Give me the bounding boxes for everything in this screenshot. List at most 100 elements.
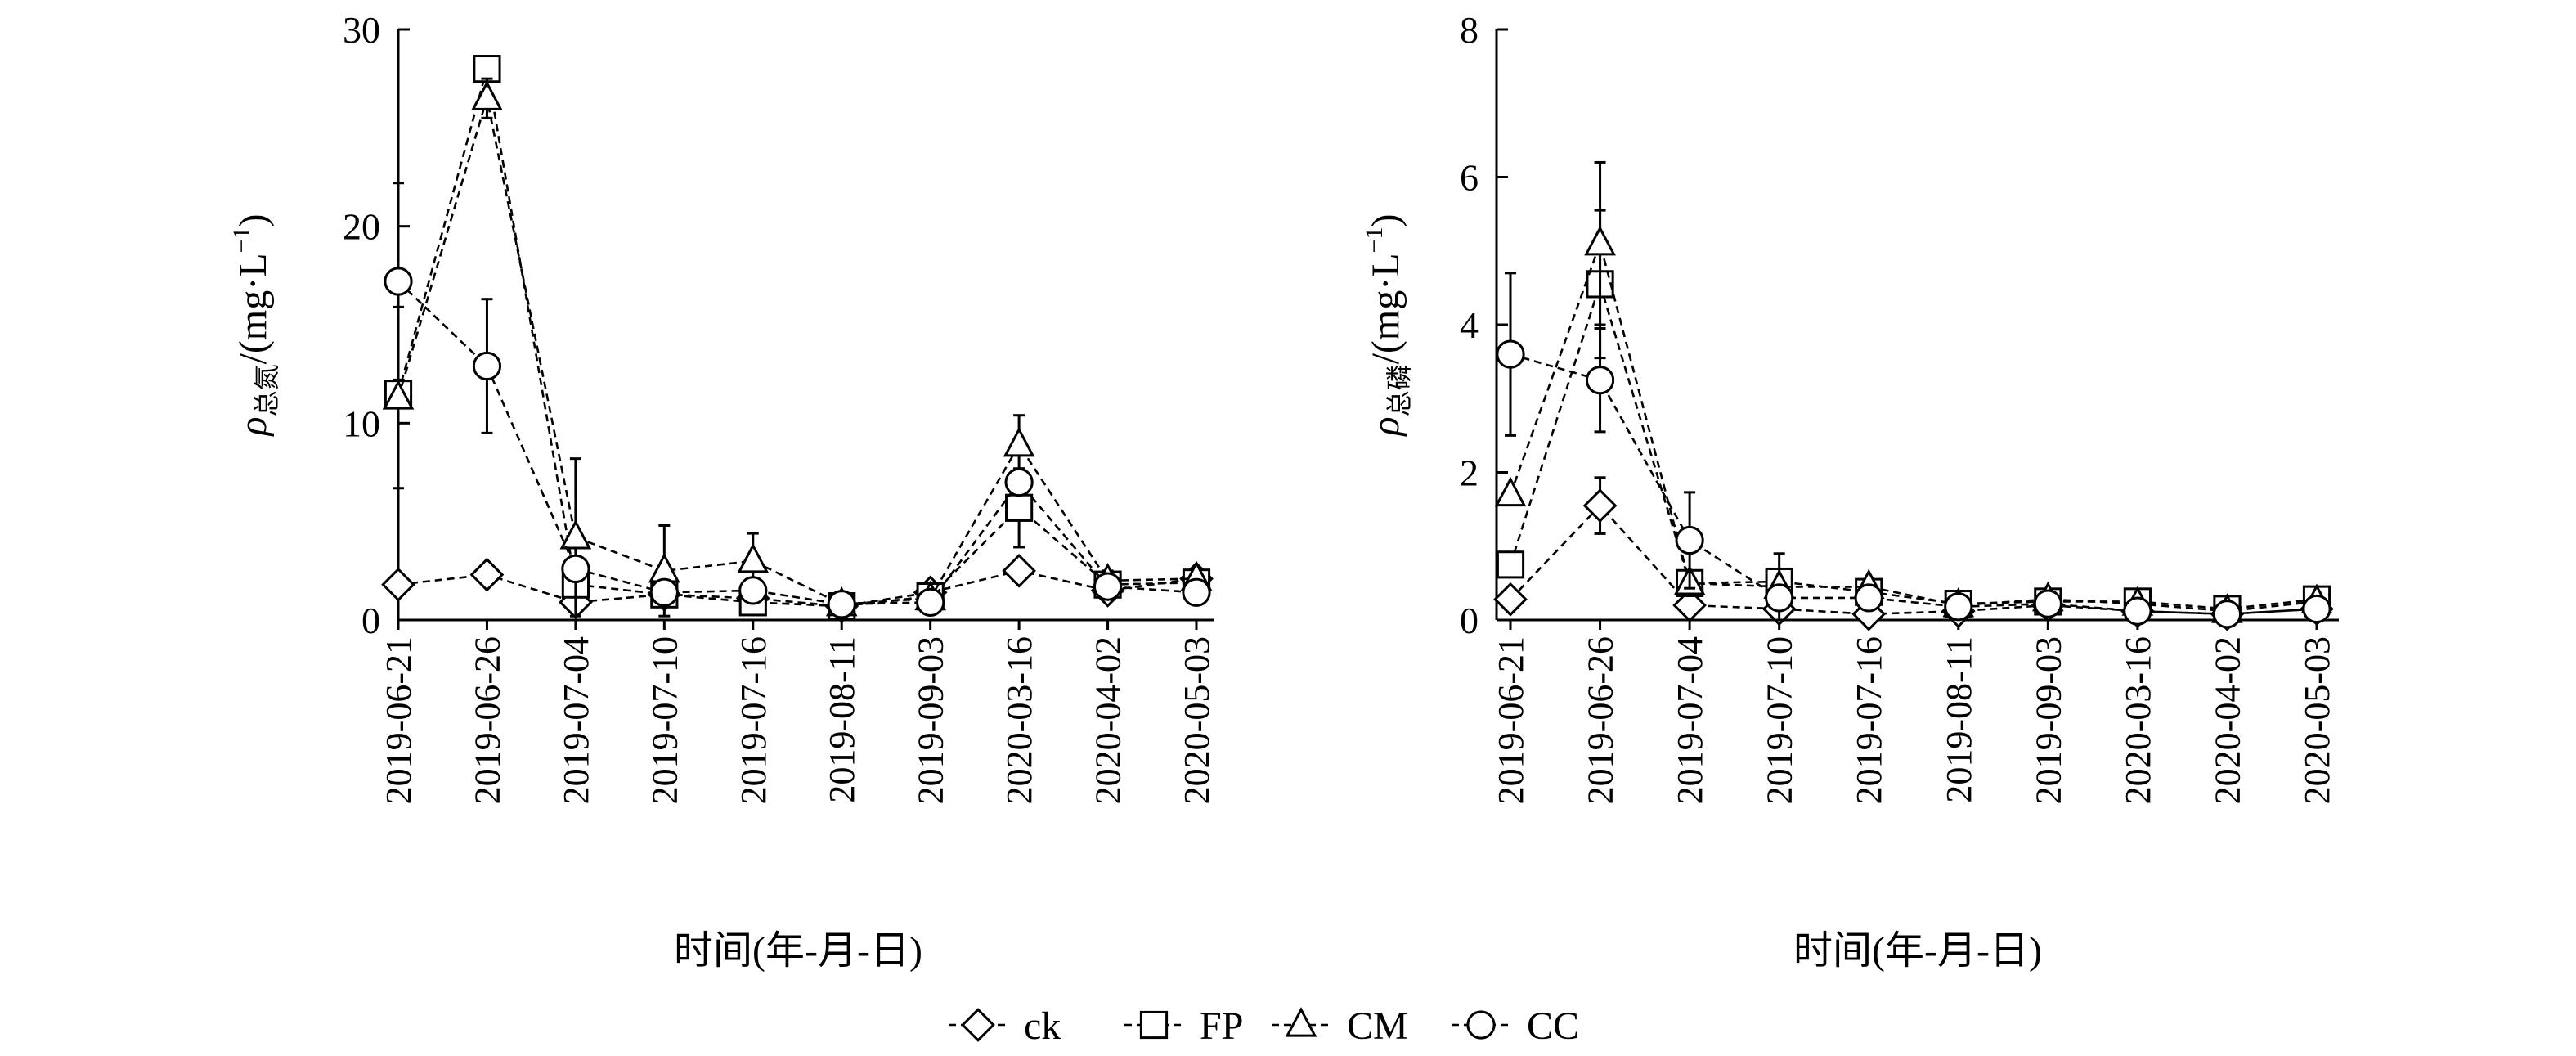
y-axis-label: ρ总氮/(mg·L−1) [228,214,282,438]
series-ck [381,553,1214,623]
series-FP [384,55,1211,621]
legend-item-CC: CC [1452,1004,1579,1048]
x-axis-label: 时间(年-月-日) [674,929,922,973]
y-tick-label: 2 [1460,452,1479,494]
series-CM [1494,160,2333,623]
y-tick-label: 4 [1460,304,1479,346]
series-line-ck [397,569,1197,608]
x-tick-label: 2020-03-16 [2118,636,2158,804]
x-tick-label: 2019-07-16 [734,636,774,804]
point-ck [469,557,505,592]
point-CC [2033,589,2062,618]
series-FP [1496,209,2331,623]
series-line-CM [1509,240,2318,613]
legend-item-CM: CM [1272,1004,1408,1048]
point-CC [2212,600,2242,629]
x-tick-label: 2019-07-04 [1670,636,1710,804]
x-tick-label: 2020-03-16 [999,636,1039,804]
point-CC [384,267,413,296]
y-tick-label: 8 [1460,9,1479,51]
point-CC [916,587,945,617]
series-CC [1496,272,2331,629]
series-line-FP [397,68,1197,608]
x-tick-label: 2019-06-21 [1491,636,1531,804]
y-tick-label: 0 [1460,600,1479,641]
x-tick-label: 2019-06-21 [379,636,419,804]
point-CC [1004,467,1034,497]
y-tick-label: 10 [343,402,380,444]
y-tick-label: 30 [343,9,380,51]
x-tick-label: 2020-05-03 [1177,636,1217,804]
point-CC [2302,594,2331,624]
point-CC [649,577,679,607]
x-tick-label: 2019-07-10 [1760,636,1800,804]
x-tick-label: 2019-09-03 [2028,636,2068,804]
point-CM [1584,225,1616,256]
series-CC [384,182,1211,619]
series-line-ck [1510,504,2318,616]
point-CC [1496,339,1525,369]
series-CM [382,77,1213,618]
legend-marker-CM [1285,1007,1317,1037]
point-CC [738,576,768,605]
x-tick-label: 2019-07-10 [644,636,684,804]
series-line-CC [397,281,1197,606]
point-CC [561,554,590,584]
point-CC [1854,583,1883,613]
legend-label: FP [1200,1004,1243,1048]
chart-panel-total-nitrogen: 0 10 20 30 2019-06-21 2019-06-26 2019-07-04 201… [228,9,1217,973]
point-CM [1003,426,1035,457]
legend-label: CC [1527,1004,1579,1048]
y-tick-label: 6 [1460,157,1479,199]
y-axis-label: ρ总磷/(mg·L−1) [1361,214,1415,438]
x-tick-label: 2019-06-26 [1581,636,1621,804]
series-line-CC [1510,353,2318,616]
legend-item-ck: ck [949,1004,1061,1048]
point-CM [737,542,770,573]
legend-marker-FP [1139,1010,1169,1040]
point-CC [1944,592,1973,622]
chart-panel-total-phosphorus: 0 2 4 6 8 2019-06-21 2019-06-26 2019-07-04 2019-… [1361,9,2339,973]
y-tick-label: 0 [361,600,380,641]
series-ck [1493,476,2334,631]
y-tick-label: 20 [343,206,380,248]
point-CM [1494,476,1527,507]
point-CC [2123,596,2152,626]
legend-item-FP: FP [1124,1004,1243,1048]
point-CC [1675,525,1704,555]
legend: ck FP CM CC [949,1004,1579,1048]
point-CM [471,80,503,110]
x-tick-label: 2020-05-03 [2297,636,2337,804]
point-ck [1002,553,1036,588]
point-ck [1672,588,1707,622]
point-FP [1496,550,1525,579]
point-ck [1582,488,1618,523]
x-tick-label: 2019-09-03 [911,636,951,804]
x-tick-label: 2020-04-02 [1088,636,1129,804]
point-ck [1493,582,1528,617]
point-CC [1765,583,1794,613]
x-tick-label: 2020-04-02 [2207,636,2247,804]
point-CC [472,351,502,381]
x-tick-label: 2019-07-16 [1849,636,1889,804]
x-tick-label: 2019-08-11 [1939,636,1979,803]
x-tick-label: 2019-07-04 [556,636,596,804]
x-tick-label: 2019-06-26 [467,636,507,804]
point-CM [559,519,592,550]
x-axis-label: 时间(年-月-日) [1793,929,2042,973]
point-FP [1005,493,1034,522]
point-CC [827,590,856,619]
point-CC [1182,577,1211,607]
point-CM [382,380,415,410]
series-line-CM [397,97,1197,606]
point-ck [381,567,415,602]
point-CM [648,552,680,583]
legend-label: ck [1024,1004,1061,1048]
point-FP [473,55,501,83]
legend-marker-CC [1466,1010,1496,1040]
x-tick-label: 2019-08-11 [822,636,862,803]
point-CC [1093,572,1123,601]
legend-marker-ck [961,1008,995,1042]
series-line-FP [1509,280,2318,610]
